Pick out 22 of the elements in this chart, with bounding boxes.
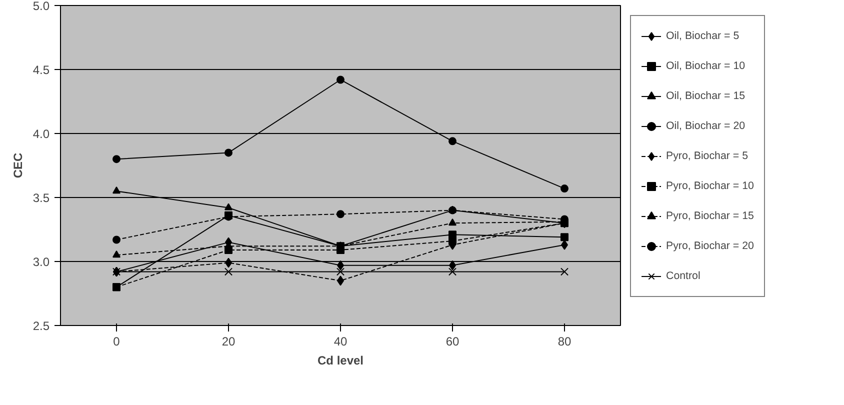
y-tick-label: 4.5 bbox=[32, 63, 50, 77]
x-tick-label: 40 bbox=[334, 334, 348, 348]
y-tick-label: 4.0 bbox=[32, 127, 50, 141]
y-tick-label: 2.5 bbox=[32, 319, 50, 333]
legend-label: Pyro, Biochar = 15 bbox=[666, 210, 754, 222]
legend-label: Oil, Biochar = 5 bbox=[666, 30, 740, 42]
legend-label: Control bbox=[666, 270, 700, 282]
x-axis-title: Cd level bbox=[317, 354, 364, 368]
y-tick-label: 5.0 bbox=[32, 0, 50, 13]
x-tick-label: 80 bbox=[558, 334, 572, 348]
legend-label: Pyro, Biochar = 10 bbox=[666, 180, 754, 192]
x-tick-label: 60 bbox=[446, 334, 460, 348]
x-tick-label: 20 bbox=[222, 334, 236, 348]
legend-label: Oil, Biochar = 15 bbox=[666, 90, 746, 102]
legend-label: Pyro, Biochar = 5 bbox=[666, 150, 748, 162]
legend-label: Oil, Biochar = 20 bbox=[666, 120, 746, 132]
legend-label: Pyro, Biochar = 20 bbox=[666, 240, 754, 252]
x-tick-label: 0 bbox=[113, 334, 120, 348]
y-tick-label: 3.5 bbox=[32, 191, 50, 205]
y-axis-title: CEC bbox=[10, 152, 25, 178]
y-tick-label: 3.0 bbox=[32, 255, 50, 269]
legend-label: Oil, Biochar = 10 bbox=[666, 60, 746, 72]
